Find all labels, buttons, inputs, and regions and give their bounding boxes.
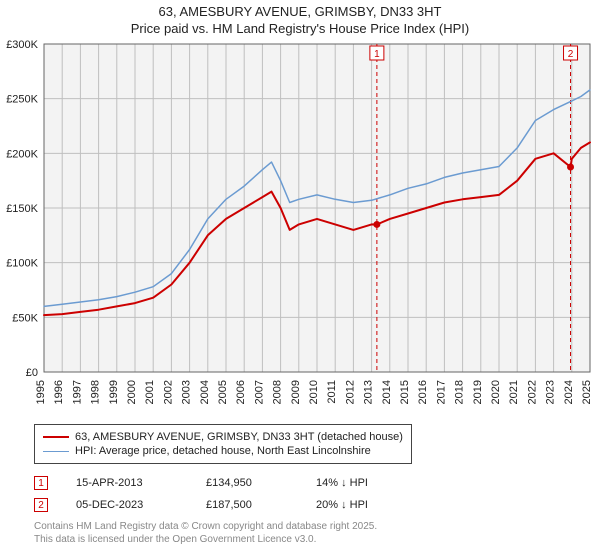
svg-text:1996: 1996 (53, 380, 65, 404)
svg-text:£150K: £150K (6, 203, 38, 215)
attribution: Contains HM Land Registry data © Crown c… (34, 520, 592, 546)
chart-title-block: 63, AMESBURY AVENUE, GRIMSBY, DN33 3HT P… (0, 0, 600, 36)
svg-text:2021: 2021 (508, 380, 520, 404)
marker-price-2: £187,500 (206, 499, 316, 511)
svg-text:£300K: £300K (6, 39, 38, 51)
svg-text:2016: 2016 (417, 380, 429, 404)
svg-text:2003: 2003 (181, 380, 193, 404)
svg-text:2012: 2012 (344, 380, 356, 404)
marker-row-2: 2 05-DEC-2023 £187,500 20% ↓ HPI (34, 494, 466, 516)
svg-text:2018: 2018 (454, 380, 466, 404)
svg-text:2002: 2002 (162, 380, 174, 404)
svg-text:£50K: £50K (12, 312, 38, 324)
svg-text:1: 1 (374, 49, 380, 60)
svg-text:2004: 2004 (199, 380, 211, 404)
svg-text:2014: 2014 (381, 380, 393, 404)
marker-date-1: 15-APR-2013 (76, 477, 206, 489)
svg-text:2011: 2011 (326, 380, 338, 404)
attribution-line1: Contains HM Land Registry data © Crown c… (34, 521, 377, 532)
svg-text:2008: 2008 (272, 380, 284, 404)
svg-text:2007: 2007 (253, 380, 265, 404)
markers-table: 1 15-APR-2013 £134,950 14% ↓ HPI 2 05-DE… (34, 472, 466, 516)
svg-text:2: 2 (568, 49, 574, 60)
svg-text:2001: 2001 (144, 380, 156, 404)
svg-text:2022: 2022 (526, 380, 538, 404)
marker-badge-2: 2 (34, 498, 48, 512)
svg-text:2019: 2019 (472, 380, 484, 404)
chart-svg: £0 £50K £100K £150K £200K £250K £300K 1995 1996 1… (0, 38, 600, 418)
svg-text:2024: 2024 (563, 380, 575, 404)
svg-text:£250K: £250K (6, 94, 38, 106)
marker-row-1: 1 15-APR-2013 £134,950 14% ↓ HPI (34, 472, 466, 494)
attribution-line2: This data is licensed under the Open Gov… (34, 534, 316, 545)
svg-text:2005: 2005 (217, 380, 229, 404)
legend-swatch-price-paid (43, 436, 69, 438)
svg-text:2009: 2009 (290, 380, 302, 404)
svg-text:£0: £0 (26, 367, 38, 379)
svg-text:1995: 1995 (35, 380, 47, 404)
svg-text:1998: 1998 (90, 380, 102, 404)
legend: 63, AMESBURY AVENUE, GRIMSBY, DN33 3HT (… (34, 424, 412, 464)
svg-text:1997: 1997 (71, 380, 83, 404)
marker-delta-2: 20% ↓ HPI (316, 499, 466, 511)
marker-date-2: 05-DEC-2023 (76, 499, 206, 511)
chart-area: £0 £50K £100K £150K £200K £250K £300K 1995 1996 1… (0, 38, 600, 418)
svg-text:2017: 2017 (435, 380, 447, 404)
legend-row-hpi: HPI: Average price, detached house, Nort… (43, 445, 403, 457)
svg-text:2020: 2020 (490, 380, 502, 404)
chart-title-line2: Price paid vs. HM Land Registry's House … (0, 21, 600, 36)
svg-text:2025: 2025 (581, 380, 593, 404)
marker-price-1: £134,950 (206, 477, 316, 489)
svg-text:2010: 2010 (308, 380, 320, 404)
legend-swatch-hpi (43, 451, 69, 452)
marker-badge-1: 1 (34, 476, 48, 490)
svg-text:2006: 2006 (235, 380, 247, 404)
legend-row-price-paid: 63, AMESBURY AVENUE, GRIMSBY, DN33 3HT (… (43, 431, 403, 443)
marker-delta-1: 14% ↓ HPI (316, 477, 466, 489)
svg-text:2023: 2023 (545, 380, 557, 404)
legend-label-hpi: HPI: Average price, detached house, Nort… (75, 445, 371, 457)
svg-text:2013: 2013 (363, 380, 375, 404)
svg-text:2000: 2000 (126, 380, 138, 404)
svg-text:2015: 2015 (399, 380, 411, 404)
svg-text:£100K: £100K (6, 258, 38, 270)
svg-text:1999: 1999 (108, 380, 120, 404)
legend-label-price-paid: 63, AMESBURY AVENUE, GRIMSBY, DN33 3HT (… (75, 431, 403, 443)
svg-text:£200K: £200K (6, 148, 38, 160)
chart-title-line1: 63, AMESBURY AVENUE, GRIMSBY, DN33 3HT (0, 4, 600, 19)
